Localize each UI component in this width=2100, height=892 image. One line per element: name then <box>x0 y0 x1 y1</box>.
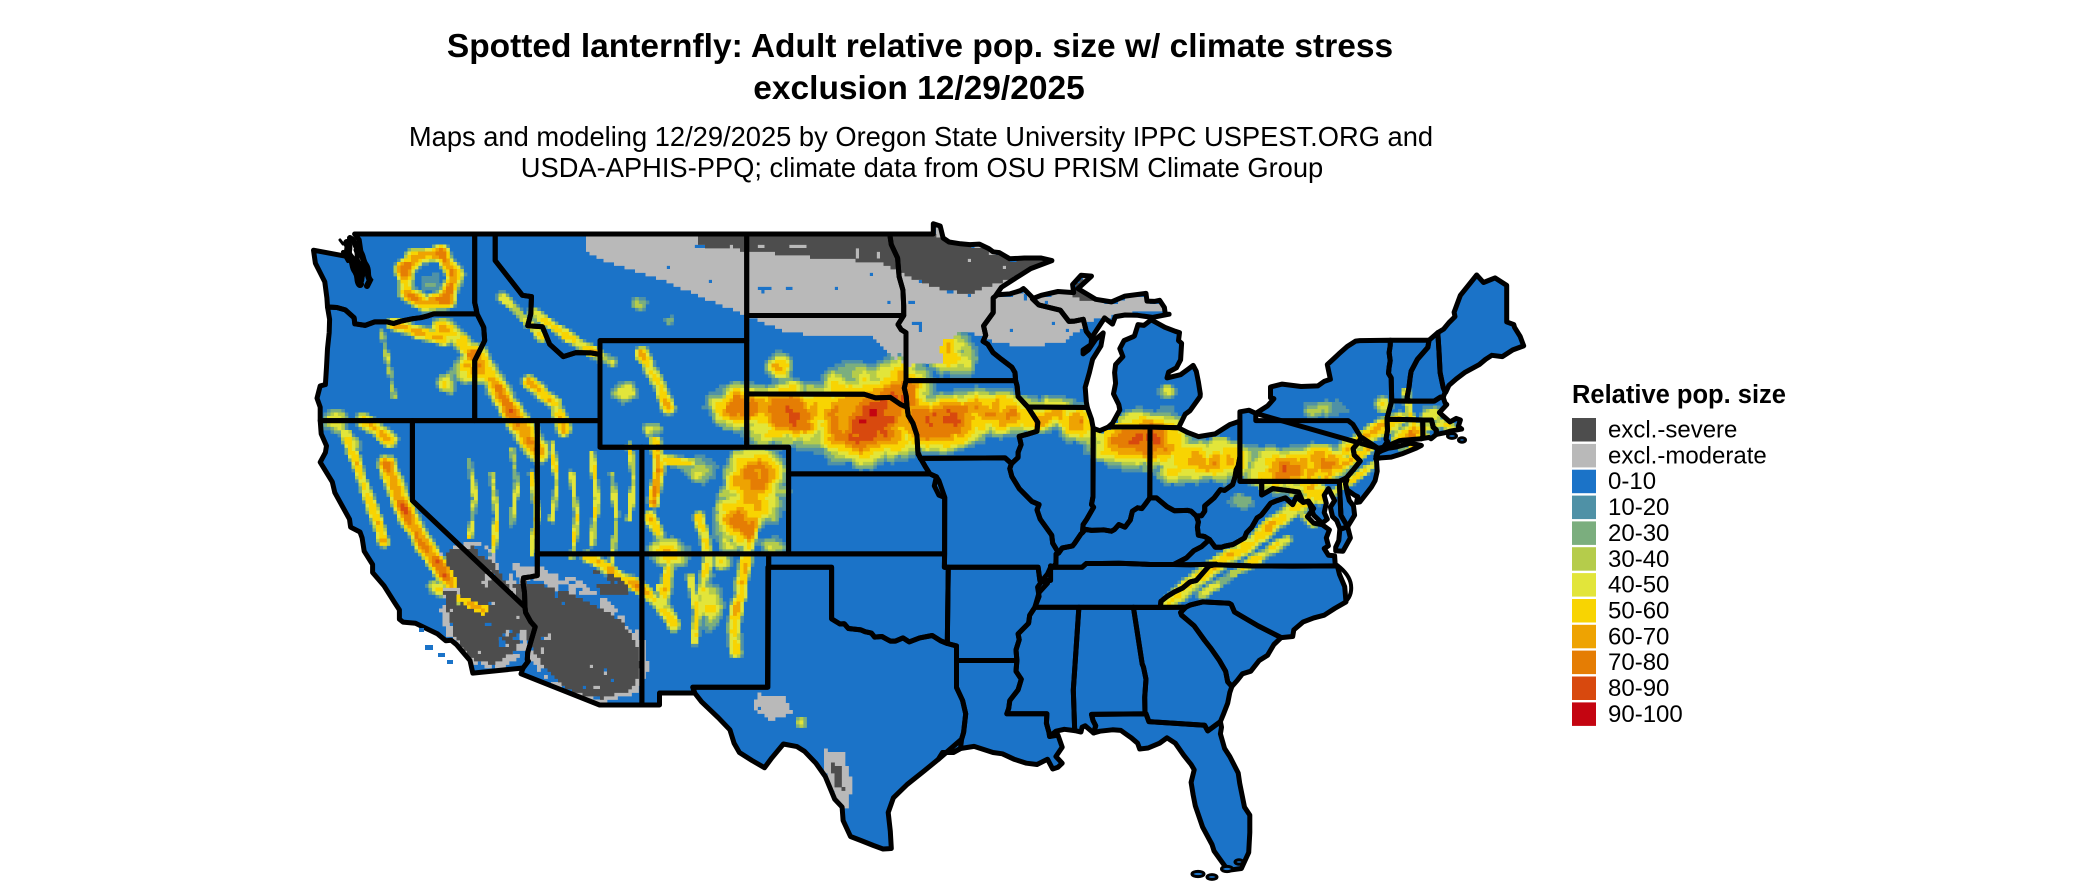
svg-text:Relative pop. size: Relative pop. size <box>1572 381 1786 409</box>
svg-text:50-60: 50-60 <box>1608 598 1669 625</box>
svg-text:USDA-APHIS-PPQ; climate data f: USDA-APHIS-PPQ; climate data from OSU PR… <box>521 152 1323 183</box>
svg-text:60-70: 60-70 <box>1608 623 1669 650</box>
svg-text:70-80: 70-80 <box>1608 649 1669 676</box>
svg-text:Maps and modeling 12/29/2025 b: Maps and modeling 12/29/2025 by Oregon S… <box>409 121 1433 152</box>
svg-text:10-20: 10-20 <box>1608 494 1669 521</box>
svg-text:40-50: 40-50 <box>1608 572 1669 599</box>
svg-text:80-90: 80-90 <box>1608 675 1669 702</box>
svg-text:30-40: 30-40 <box>1608 546 1669 573</box>
svg-text:excl.-severe: excl.-severe <box>1608 417 1737 444</box>
svg-text:90-100: 90-100 <box>1608 701 1683 728</box>
svg-text:excl.-moderate: excl.-moderate <box>1608 442 1767 469</box>
svg-text:exclusion 12/29/2025: exclusion 12/29/2025 <box>753 70 1085 107</box>
svg-text:20-30: 20-30 <box>1608 520 1669 547</box>
svg-text:0-10: 0-10 <box>1608 468 1656 495</box>
svg-text:Spotted lanternfly: Adult rela: Spotted lanternfly: Adult relative pop. … <box>447 28 1393 65</box>
